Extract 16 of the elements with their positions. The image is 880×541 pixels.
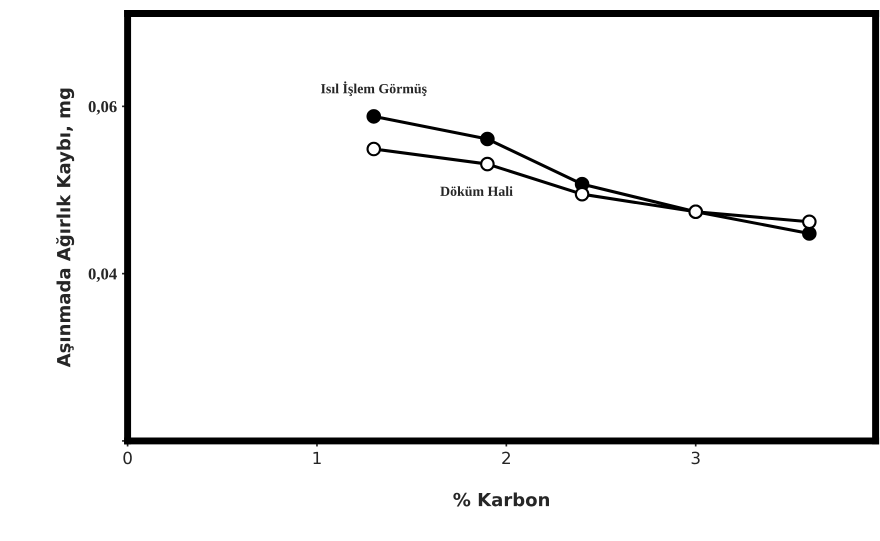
y-tick-label: 0,06 <box>88 101 117 115</box>
x-tick-label: 3 <box>692 452 700 464</box>
point <box>366 142 382 156</box>
x-tick-label: 2 <box>502 452 510 464</box>
point <box>480 132 495 146</box>
point <box>366 109 382 124</box>
series-label: Isıl İşlem Görmüş <box>321 81 427 96</box>
point <box>480 156 495 172</box>
x-tick-label: 0 <box>123 452 132 464</box>
point <box>802 214 817 230</box>
y-tick-label: 0,04 <box>88 268 117 282</box>
point <box>802 226 817 241</box>
x-tick-label: 1 <box>313 452 321 464</box>
x-axis-title: % Karbon <box>453 492 550 506</box>
series-label: Döküm Hali <box>440 186 513 196</box>
y-axis-title: Aşınmada Ağırlık Kaybı, mg <box>56 88 74 368</box>
